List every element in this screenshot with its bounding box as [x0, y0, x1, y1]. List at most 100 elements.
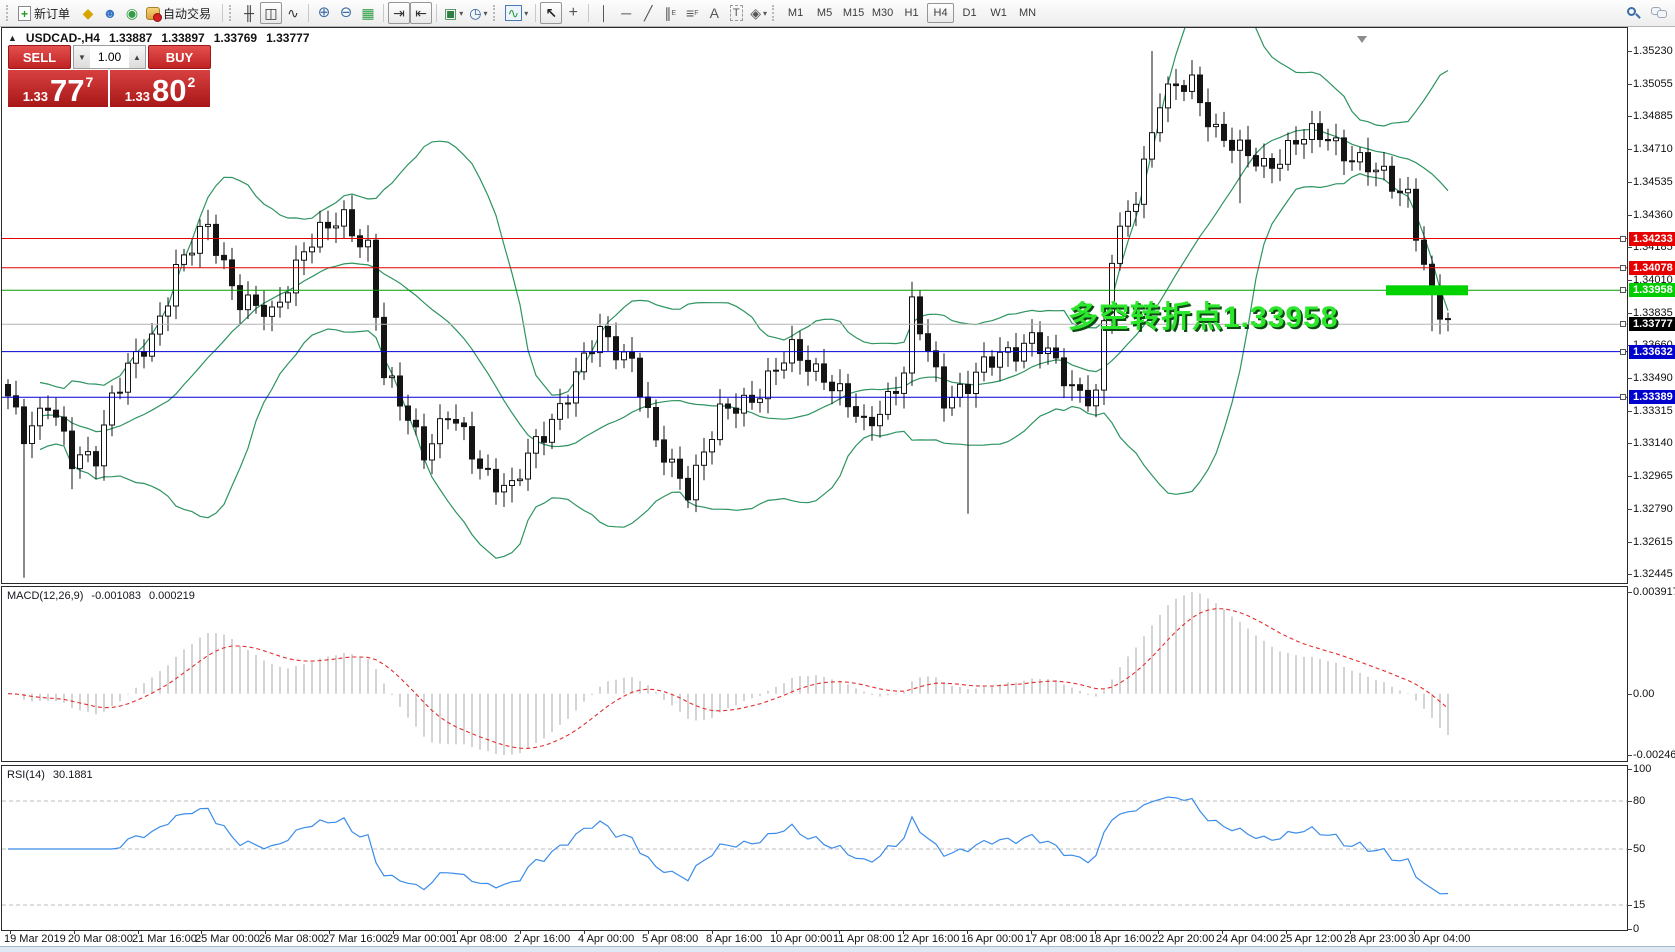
chat-icon[interactable] — [1651, 6, 1667, 20]
auto-scroll-button[interactable]: ⇤ — [410, 2, 433, 24]
date-label: 26 Mar 08:00 — [259, 933, 324, 945]
cursor-button[interactable]: ↖ — [540, 2, 563, 24]
vertical-line-button[interactable]: │ — [593, 2, 615, 24]
volume-increase-button[interactable]: ▲ — [129, 46, 145, 68]
bar-chart-button[interactable]: ╫ — [238, 2, 260, 24]
separator — [535, 4, 537, 22]
main-chart-panel[interactable] — [1, 27, 1628, 584]
bollinger-band — [39, 173, 1449, 559]
zoom-in-icon: ⊕ — [317, 4, 331, 21]
price-axis-tick — [1627, 574, 1632, 575]
rsi-value: 30.1881 — [52, 769, 93, 781]
toolbar-grip — [492, 5, 497, 21]
shapes-icon: ◈ — [750, 5, 762, 21]
horizontal-line-button[interactable]: ─ — [615, 2, 637, 24]
buy-price-sup: 2 — [187, 74, 196, 90]
price-axis-tick — [1627, 476, 1632, 477]
price-tick-label: 1.32445 — [1633, 568, 1673, 580]
timeframe-button-m30[interactable]: M30 — [871, 7, 894, 19]
vertical-line-icon: │ — [599, 5, 609, 21]
date-axis-tick — [1158, 930, 1159, 934]
buy-price-small: 1.33 — [124, 89, 151, 104]
date-label: 28 Apr 23:00 — [1344, 933, 1407, 945]
highlight-bar[interactable] — [1386, 285, 1468, 296]
price-axis-badge: 1.33777 — [1629, 317, 1675, 331]
price-axis-tick — [1627, 313, 1632, 314]
price-axis-badge: 1.33958 — [1629, 283, 1675, 297]
macd-chart[interactable] — [2, 587, 1627, 761]
candlestick-chart-button[interactable]: ◫ — [260, 2, 283, 24]
channel-button[interactable]: ∥ E — [659, 2, 681, 24]
text-label-icon: T — [729, 5, 743, 21]
new-chart-button[interactable]: ▣ ▾ — [441, 2, 466, 24]
timeframe-button-m5[interactable]: M5 — [816, 7, 833, 19]
macd-axis-tick — [1627, 592, 1632, 593]
one-click-row: SELL ▼ ▲ BUY — [8, 45, 211, 69]
chevron-down-icon: ▾ — [483, 8, 488, 18]
timeframe-button-w1[interactable]: W1 — [990, 7, 1007, 19]
price-tick-label: 1.32965 — [1633, 470, 1673, 482]
horizontal-line-icon: ─ — [621, 5, 632, 21]
timeframe-button-mn[interactable]: MN — [1019, 7, 1037, 19]
separator — [383, 4, 385, 22]
periods-button[interactable]: ◷ ▾ — [466, 2, 490, 24]
line-chart-button[interactable]: ∿ — [282, 2, 304, 24]
chart-shift-marker-icon[interactable] — [1357, 36, 1367, 43]
rsi-panel[interactable] — [1, 765, 1628, 931]
buy-price-tile[interactable]: 1.33 80 2 — [110, 70, 210, 107]
channel-icon: ∥ — [664, 5, 672, 21]
volume-decrease-button[interactable]: ▼ — [74, 46, 90, 68]
timeframe-button-m15[interactable]: M15 — [842, 7, 865, 19]
toolbar-grip — [229, 5, 233, 21]
separator — [308, 4, 310, 22]
line-chart-icon: ∿ — [287, 5, 299, 21]
sell-button[interactable]: SELL — [8, 45, 71, 69]
rsi-line — [8, 796, 1449, 895]
price-tick-label: 1.32790 — [1633, 503, 1673, 515]
price-axis-tick — [1627, 182, 1632, 183]
timeframe-button-h1[interactable]: H1 — [904, 7, 919, 19]
buy-button[interactable]: BUY — [148, 45, 211, 69]
tile-windows-button[interactable]: ▦ — [357, 2, 379, 24]
fibonacci-button[interactable]: ≡ F — [681, 2, 703, 24]
badge-anchor — [1620, 321, 1626, 327]
autotrading-button[interactable]: 自动交易 — [143, 2, 218, 24]
volume-input[interactable] — [90, 46, 129, 68]
trendline-button[interactable]: ╱ — [637, 2, 659, 24]
zoom-out-button[interactable]: ⊖ — [335, 2, 357, 24]
crosshair-button[interactable]: + — [562, 2, 584, 24]
indicators-button[interactable]: ∿ ▾ — [502, 2, 532, 24]
high-value: 1.33897 — [161, 31, 205, 45]
collapse-panel-icon[interactable]: ▲ — [8, 33, 17, 43]
market-button[interactable]: ☻ — [99, 2, 121, 24]
candlestick-chart[interactable] — [2, 28, 1627, 583]
date-axis-tick — [1222, 930, 1223, 934]
price-tick-label: 1.33140 — [1633, 437, 1673, 449]
trendline-icon: ╱ — [644, 5, 653, 21]
metaeditor-button[interactable]: ◆ — [77, 2, 99, 24]
signals-button[interactable]: ◉ — [121, 2, 143, 24]
badge-anchor — [1620, 287, 1626, 293]
chart-shift-button[interactable]: ⇥ — [388, 2, 411, 24]
timeframe-button-h4[interactable]: H4 — [927, 3, 955, 23]
sell-price-tile[interactable]: 1.33 77 7 — [8, 70, 108, 107]
channel-sub-label: E — [671, 9, 677, 17]
timeframe-button-d1[interactable]: D1 — [962, 7, 977, 19]
macd-axis-tick — [1627, 755, 1632, 756]
rsi-axis-label: 15 — [1633, 899, 1646, 911]
price-axis-badge: 1.34233 — [1629, 232, 1675, 246]
timeframe-button-m1[interactable]: M1 — [787, 7, 804, 19]
rsi-chart[interactable] — [2, 766, 1627, 930]
bubble — [1657, 10, 1667, 18]
search-icon[interactable] — [1626, 6, 1641, 21]
shapes-button[interactable]: ◈ ▾ — [747, 2, 770, 24]
date-label: 29 Mar 00:00 — [387, 933, 452, 945]
text-label-button[interactable]: T — [725, 2, 747, 24]
text-button[interactable]: A — [703, 2, 725, 24]
zoom-in-button[interactable]: ⊕ — [313, 2, 335, 24]
new-order-icon: + — [18, 5, 31, 21]
macd-panel[interactable] — [1, 586, 1628, 762]
date-axis-tick — [265, 930, 266, 934]
price-axis-tick — [1627, 280, 1632, 281]
new-order-button[interactable]: + 新订单 — [15, 2, 77, 24]
